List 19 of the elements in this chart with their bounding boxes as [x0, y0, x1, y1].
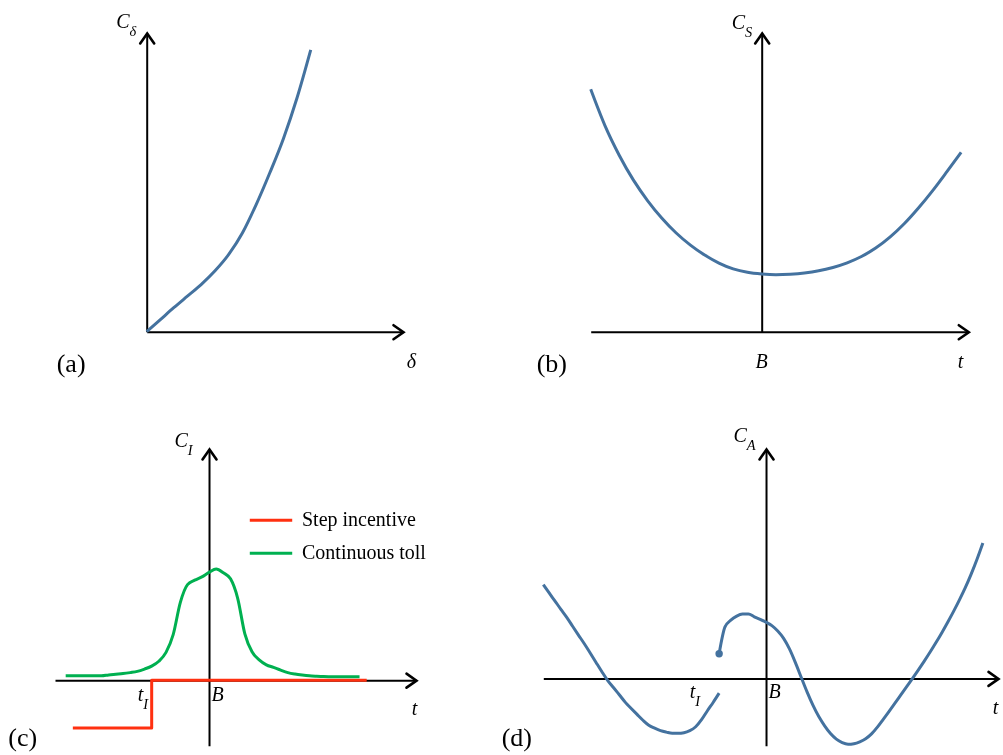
x-axis-title: t — [957, 350, 964, 373]
legend-label: Continuous toll — [302, 541, 427, 564]
x-axis-title: t — [992, 695, 999, 718]
annotation: B — [768, 679, 781, 702]
text: (b) — [536, 349, 568, 378]
text: B — [755, 350, 768, 372]
text: (c) — [8, 722, 38, 752]
annotation: B — [211, 682, 224, 705]
x-axis-title: δ — [406, 350, 417, 373]
legend-label: Step incentive — [302, 508, 416, 532]
annotation: t$_{I}$ — [689, 679, 702, 709]
y-axis-title: C$_{A}$ — [733, 423, 756, 453]
y-axis-title: C$_{δ}$ — [116, 9, 137, 39]
text: (a) — [56, 348, 86, 378]
annotation: t$_{I}$ — [137, 682, 150, 712]
y-axis-title: C$_{I}$ — [174, 428, 194, 458]
text: (d) — [501, 722, 533, 752]
x-axis-title: t — [411, 696, 418, 719]
y-axis-title: C$_{S}$ — [731, 10, 753, 40]
